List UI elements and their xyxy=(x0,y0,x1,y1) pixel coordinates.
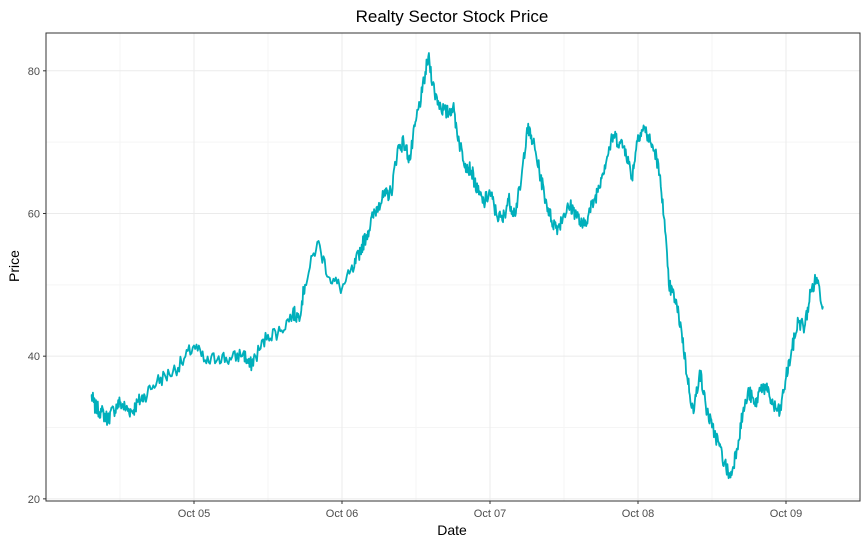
y-tick-label: 60 xyxy=(28,208,40,220)
y-tick-label: 40 xyxy=(28,351,40,363)
y-tick-label: 80 xyxy=(28,66,40,78)
x-tick-label: Oct 07 xyxy=(474,508,506,520)
y-tick-label: 20 xyxy=(28,494,40,506)
plot-panel-border xyxy=(45,32,861,502)
axes: 20 40 60 80 Oct 05 Oct 06 Oct 07 Oct 08 Oct 09 xyxy=(28,66,802,520)
x-axis-title: Date xyxy=(437,522,467,538)
x-tick-label: Oct 08 xyxy=(622,508,654,520)
chart-title: Realty Sector Stock Price xyxy=(356,7,549,26)
x-tick-label: Oct 09 xyxy=(770,508,802,520)
price-series-line xyxy=(90,52,824,480)
grid-lines xyxy=(46,33,860,501)
x-tick-label: Oct 06 xyxy=(326,508,358,520)
x-tick-label: Oct 05 xyxy=(178,508,210,520)
y-axis-title: Price xyxy=(6,250,22,282)
